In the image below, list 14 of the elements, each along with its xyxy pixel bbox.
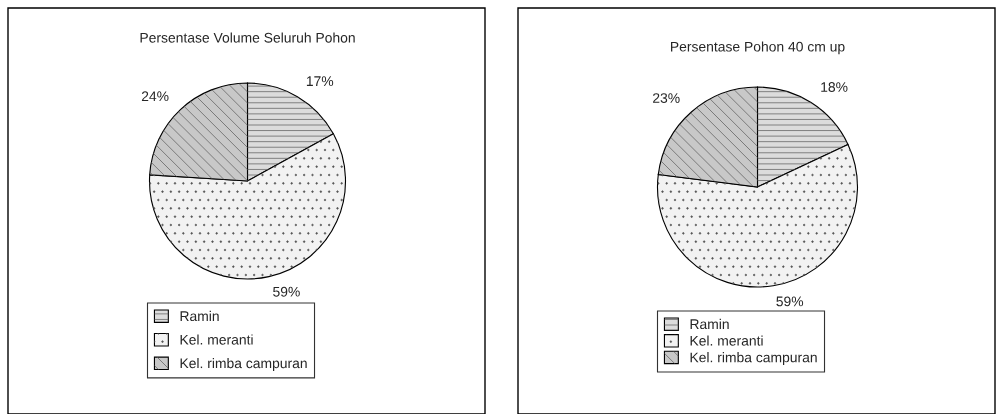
legend-label: Kel. meranti [690, 335, 763, 346]
data-label: 59% [273, 286, 300, 297]
data-label: 23% [653, 93, 680, 103]
data-label: 24% [141, 91, 169, 102]
data-label: 17% [306, 76, 334, 86]
data-label: 18% [821, 82, 848, 92]
legend-label: Kel. rimba campuran [180, 358, 307, 371]
legend-label: Kel. rimba campuran [690, 352, 817, 366]
legend-label: Ramin [180, 310, 219, 322]
data-label: 59% [776, 296, 804, 307]
legend-label: Kel. meranti [180, 334, 253, 345]
chart-title: Persentase Pohon 40 cm up [671, 41, 845, 55]
legend-label: Ramin [690, 318, 729, 330]
chart-title: Persentase Volume Seluruh Pohon [140, 32, 355, 43]
